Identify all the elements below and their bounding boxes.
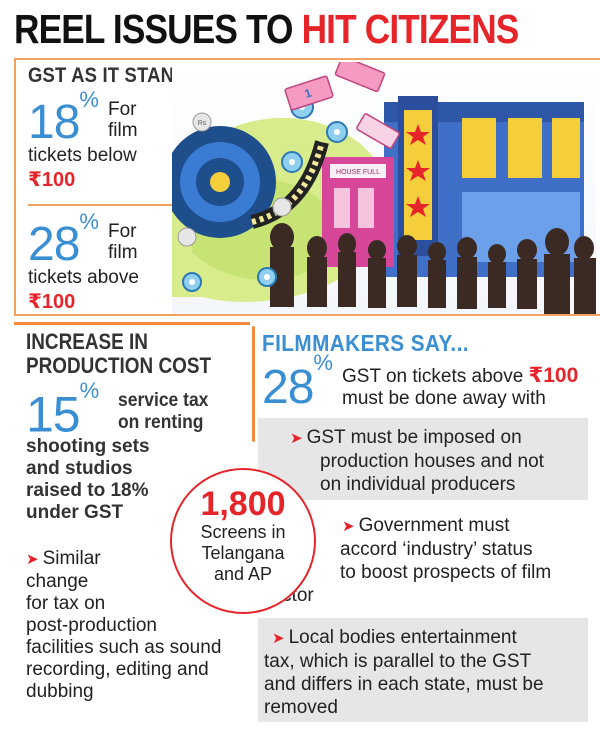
filmmakers-point-3-box: [258, 618, 588, 722]
arrow-bullet-icon: ➤: [26, 551, 39, 568]
filmmakers-pct-line-1: GST on tickets above ₹100: [342, 364, 579, 387]
film-reel: [172, 126, 329, 238]
coins: Rs: [177, 112, 292, 247]
gst-divider: [28, 204, 172, 206]
filmmakers-title: FILMMAKERS SAY...: [262, 330, 470, 356]
screens-label-2: Telangana: [201, 543, 285, 563]
headline-part-2: HIT CITIZENS: [301, 6, 520, 52]
arrow-bullet-icon: ➤: [272, 630, 285, 647]
filmmakers-pct-line-2: must be done away with: [342, 388, 546, 409]
screens-label-1: Screens in: [200, 522, 286, 542]
arrow-bullet-icon: ➤: [342, 518, 355, 535]
production-pct-note-2: on renting: [118, 412, 204, 433]
gst-note-18-l2: film: [108, 120, 138, 141]
hall-sign-text: HOUSE FULL: [336, 169, 380, 176]
gst-amount-28: ₹100: [28, 291, 76, 313]
production-title: INCREASE IN PRODUCTION COST: [26, 329, 212, 378]
filmmakers-point-1: ➤ GST must be imposed on production house…: [290, 427, 544, 495]
gst-stat-18: 18% For film tickets below ₹100: [28, 87, 173, 192]
production-top-rule: [14, 322, 250, 325]
gst-stat-28: 28% For film tickets above ₹100: [28, 209, 173, 314]
screens-label-3: and AP: [213, 564, 273, 584]
gst-note-28-l3: tickets above: [28, 267, 139, 288]
filmmakers-pct: 28%: [262, 350, 333, 414]
filmmakers-point-3: ➤ Local bodies entertainment tax, which i…: [264, 627, 544, 718]
headline: REEL ISSUES TO HIT CITIZENS: [14, 6, 519, 52]
gst-pct-28: 28%: [28, 209, 99, 271]
cinema-scene-svg: HOUSE FULL: [172, 62, 596, 314]
production-pct: 15%: [26, 378, 99, 443]
production-side-rule: [252, 326, 255, 442]
gst-pct-18: 18%: [28, 87, 99, 149]
gst-note-28-l1: For: [108, 221, 137, 242]
production-body-line: under GST: [26, 502, 124, 523]
gst-panel: [14, 58, 600, 316]
filmmakers-point-2: ➤ Government must accord ‘industry’ statu…: [262, 515, 552, 606]
filmmakers-point-1-box: [258, 418, 588, 500]
arrow-bullet-icon: ➤: [290, 430, 303, 447]
tickets: 1: [284, 62, 400, 149]
production-body: shooting sets and studios raised to 18% …: [26, 436, 246, 524]
production-body-line: and studios: [26, 458, 133, 479]
production-body-line: shooting sets: [26, 436, 150, 457]
screens-circle: 1,800 Screens in Telangana and AP: [170, 468, 316, 614]
gst-note-18-l1: For: [108, 99, 137, 120]
ticket-text: 1: [303, 86, 314, 101]
coin-text: Rs: [198, 120, 207, 127]
headline-part-1: REEL ISSUES TO: [14, 6, 302, 52]
production-body-line: raised to 18%: [26, 480, 149, 501]
production-pct-note-1: service tax: [118, 390, 209, 411]
gst-amount-18: ₹100: [28, 169, 76, 191]
screens-number: 1,800: [200, 485, 286, 523]
production-bullet: ➤ Similar change for tax on post-producti…: [26, 548, 222, 702]
cinema-illustration: HOUSE FULL: [172, 62, 596, 314]
gst-note-18-l3: tickets below: [28, 145, 137, 166]
gst-title: GST AS IT STANDS: [28, 64, 201, 87]
gst-note-28-l2: film: [108, 242, 138, 263]
